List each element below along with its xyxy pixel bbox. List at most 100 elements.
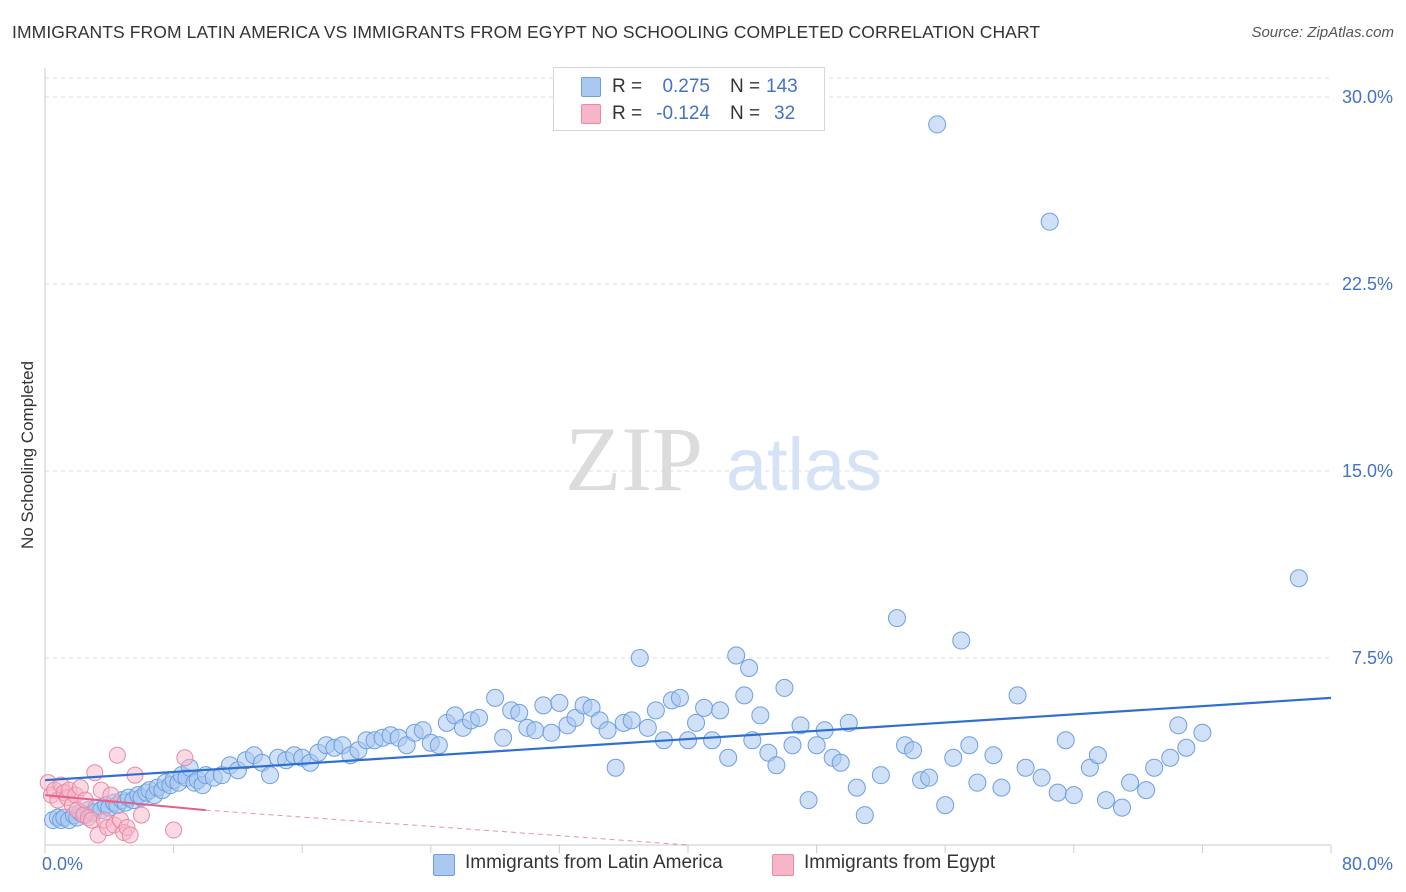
data-point-latin-america (429, 736, 448, 755)
data-point-latin-america (1088, 746, 1107, 765)
data-point-latin-america (1145, 758, 1164, 777)
data-point-latin-america (984, 746, 1003, 765)
x-tick-label: 80.0% (1342, 854, 1393, 874)
data-point-latin-america (1121, 773, 1140, 792)
data-point-latin-america (1096, 791, 1115, 810)
data-point-latin-america (936, 796, 955, 815)
legend-label: Immigrants from Egypt (804, 852, 996, 873)
y-tick-label: 15.0% (1342, 461, 1393, 481)
data-point-latin-america (791, 716, 810, 735)
data-point-latin-america (711, 701, 730, 720)
data-point-latin-america (534, 696, 553, 715)
data-point-latin-america (735, 686, 754, 705)
data-point-latin-america (670, 688, 689, 707)
data-point-egypt (165, 821, 183, 839)
data-point-latin-america (740, 658, 759, 677)
data-point-latin-america (470, 708, 489, 727)
trend-line-egypt (44, 794, 206, 812)
data-point-egypt (121, 826, 139, 844)
data-point-latin-america (695, 698, 714, 717)
data-point-latin-america (703, 731, 722, 750)
legend-r-label: R = (612, 76, 643, 97)
data-point-latin-america (952, 631, 971, 650)
data-point-latin-america (1032, 768, 1051, 787)
legend-n-value: 143 (766, 76, 798, 97)
data-point-latin-america (847, 778, 866, 797)
y-tick-label: 7.5% (1352, 648, 1393, 668)
tick-labels: 7.5% 15.0% 22.5% 30.0% 0.0% 80.0% (42, 87, 1393, 874)
data-point-latin-america (687, 713, 706, 732)
chart-title: IMMIGRANTS FROM LATIN AMERICA VS IMMIGRA… (12, 22, 1041, 42)
data-point-latin-america (775, 678, 794, 697)
y-axis-label: No Schooling Completed (18, 360, 37, 550)
data-point-latin-america (630, 649, 649, 667)
data-point-latin-america (799, 791, 818, 810)
data-point-latin-america (526, 721, 545, 740)
data-point-latin-america (1169, 716, 1188, 735)
data-point-latin-america (1056, 731, 1075, 750)
data-point-latin-america (992, 778, 1011, 797)
legend-row-egypt: R = -0.124 N = 32 (554, 101, 824, 127)
stats-legend: R = 0.275 N = 143 R = -0.124 N = 32 (553, 67, 825, 131)
data-point-latin-america (767, 756, 786, 775)
data-point-latin-america (960, 736, 979, 755)
y-tick-label: 30.0% (1342, 87, 1393, 107)
data-point-latin-america (807, 736, 826, 755)
data-point-latin-america (638, 718, 657, 737)
data-point-latin-america (1040, 212, 1059, 231)
axes (44, 68, 1332, 853)
data-point-latin-america (261, 766, 280, 785)
source-label: Source: ZipAtlas.com (1251, 24, 1394, 41)
legend-swatch-pink (772, 854, 794, 876)
data-point-latin-america (944, 748, 963, 767)
data-point-latin-america (542, 723, 561, 742)
data-point-latin-america (887, 609, 906, 628)
data-point-latin-america (622, 711, 641, 730)
data-point-latin-america (550, 693, 569, 712)
trend-line-latin-america (44, 696, 1332, 782)
trend-line-egypt-extension (205, 809, 689, 846)
data-point-latin-america (1016, 758, 1035, 777)
series-latin-america (44, 115, 1308, 830)
data-point-latin-america (727, 646, 746, 665)
data-point-latin-america (494, 728, 513, 747)
data-point-egypt (102, 786, 120, 804)
data-point-latin-america (606, 758, 625, 777)
data-point-latin-america (1161, 748, 1180, 767)
legend-n-label: N = (730, 103, 761, 124)
legend-n-value: 32 (774, 103, 796, 124)
data-point-latin-america (1137, 781, 1156, 800)
data-point-latin-america (751, 706, 770, 725)
data-point-latin-america (1113, 798, 1132, 817)
legend-r-label: R = (612, 103, 643, 124)
x-tick-label: 0.0% (42, 854, 83, 874)
data-point-latin-america (871, 766, 890, 785)
data-point-egypt (132, 806, 150, 824)
legend-label: Immigrants from Latin America (465, 852, 723, 873)
data-point-latin-america (486, 688, 505, 707)
trend-lines (44, 696, 1332, 846)
data-point-latin-america (1008, 686, 1027, 705)
watermark-atlas: atlas (726, 423, 882, 506)
legend-swatch-pink (581, 104, 601, 124)
data-point-latin-america (1177, 738, 1196, 757)
data-point-latin-america (1064, 786, 1083, 805)
data-point-egypt (176, 749, 194, 767)
data-point-latin-america (646, 701, 665, 720)
data-point-latin-america (839, 713, 858, 732)
data-point-latin-america (1048, 783, 1067, 802)
data-point-latin-america (719, 748, 738, 767)
y-tick-label: 22.5% (1342, 274, 1393, 294)
watermark-zip: ZIP (565, 408, 703, 510)
legend-swatch-blue (433, 854, 455, 876)
data-point-latin-america (510, 703, 529, 722)
data-point-egypt (108, 746, 126, 764)
data-point-latin-america (928, 115, 947, 134)
legend-row-latin-america: R = 0.275 N = 143 (554, 74, 824, 100)
data-point-latin-america (598, 721, 617, 740)
legend-r-value: -0.124 (656, 103, 710, 124)
data-point-latin-america (831, 753, 850, 772)
legend-swatch-blue (581, 77, 601, 97)
data-point-latin-america (904, 741, 923, 760)
